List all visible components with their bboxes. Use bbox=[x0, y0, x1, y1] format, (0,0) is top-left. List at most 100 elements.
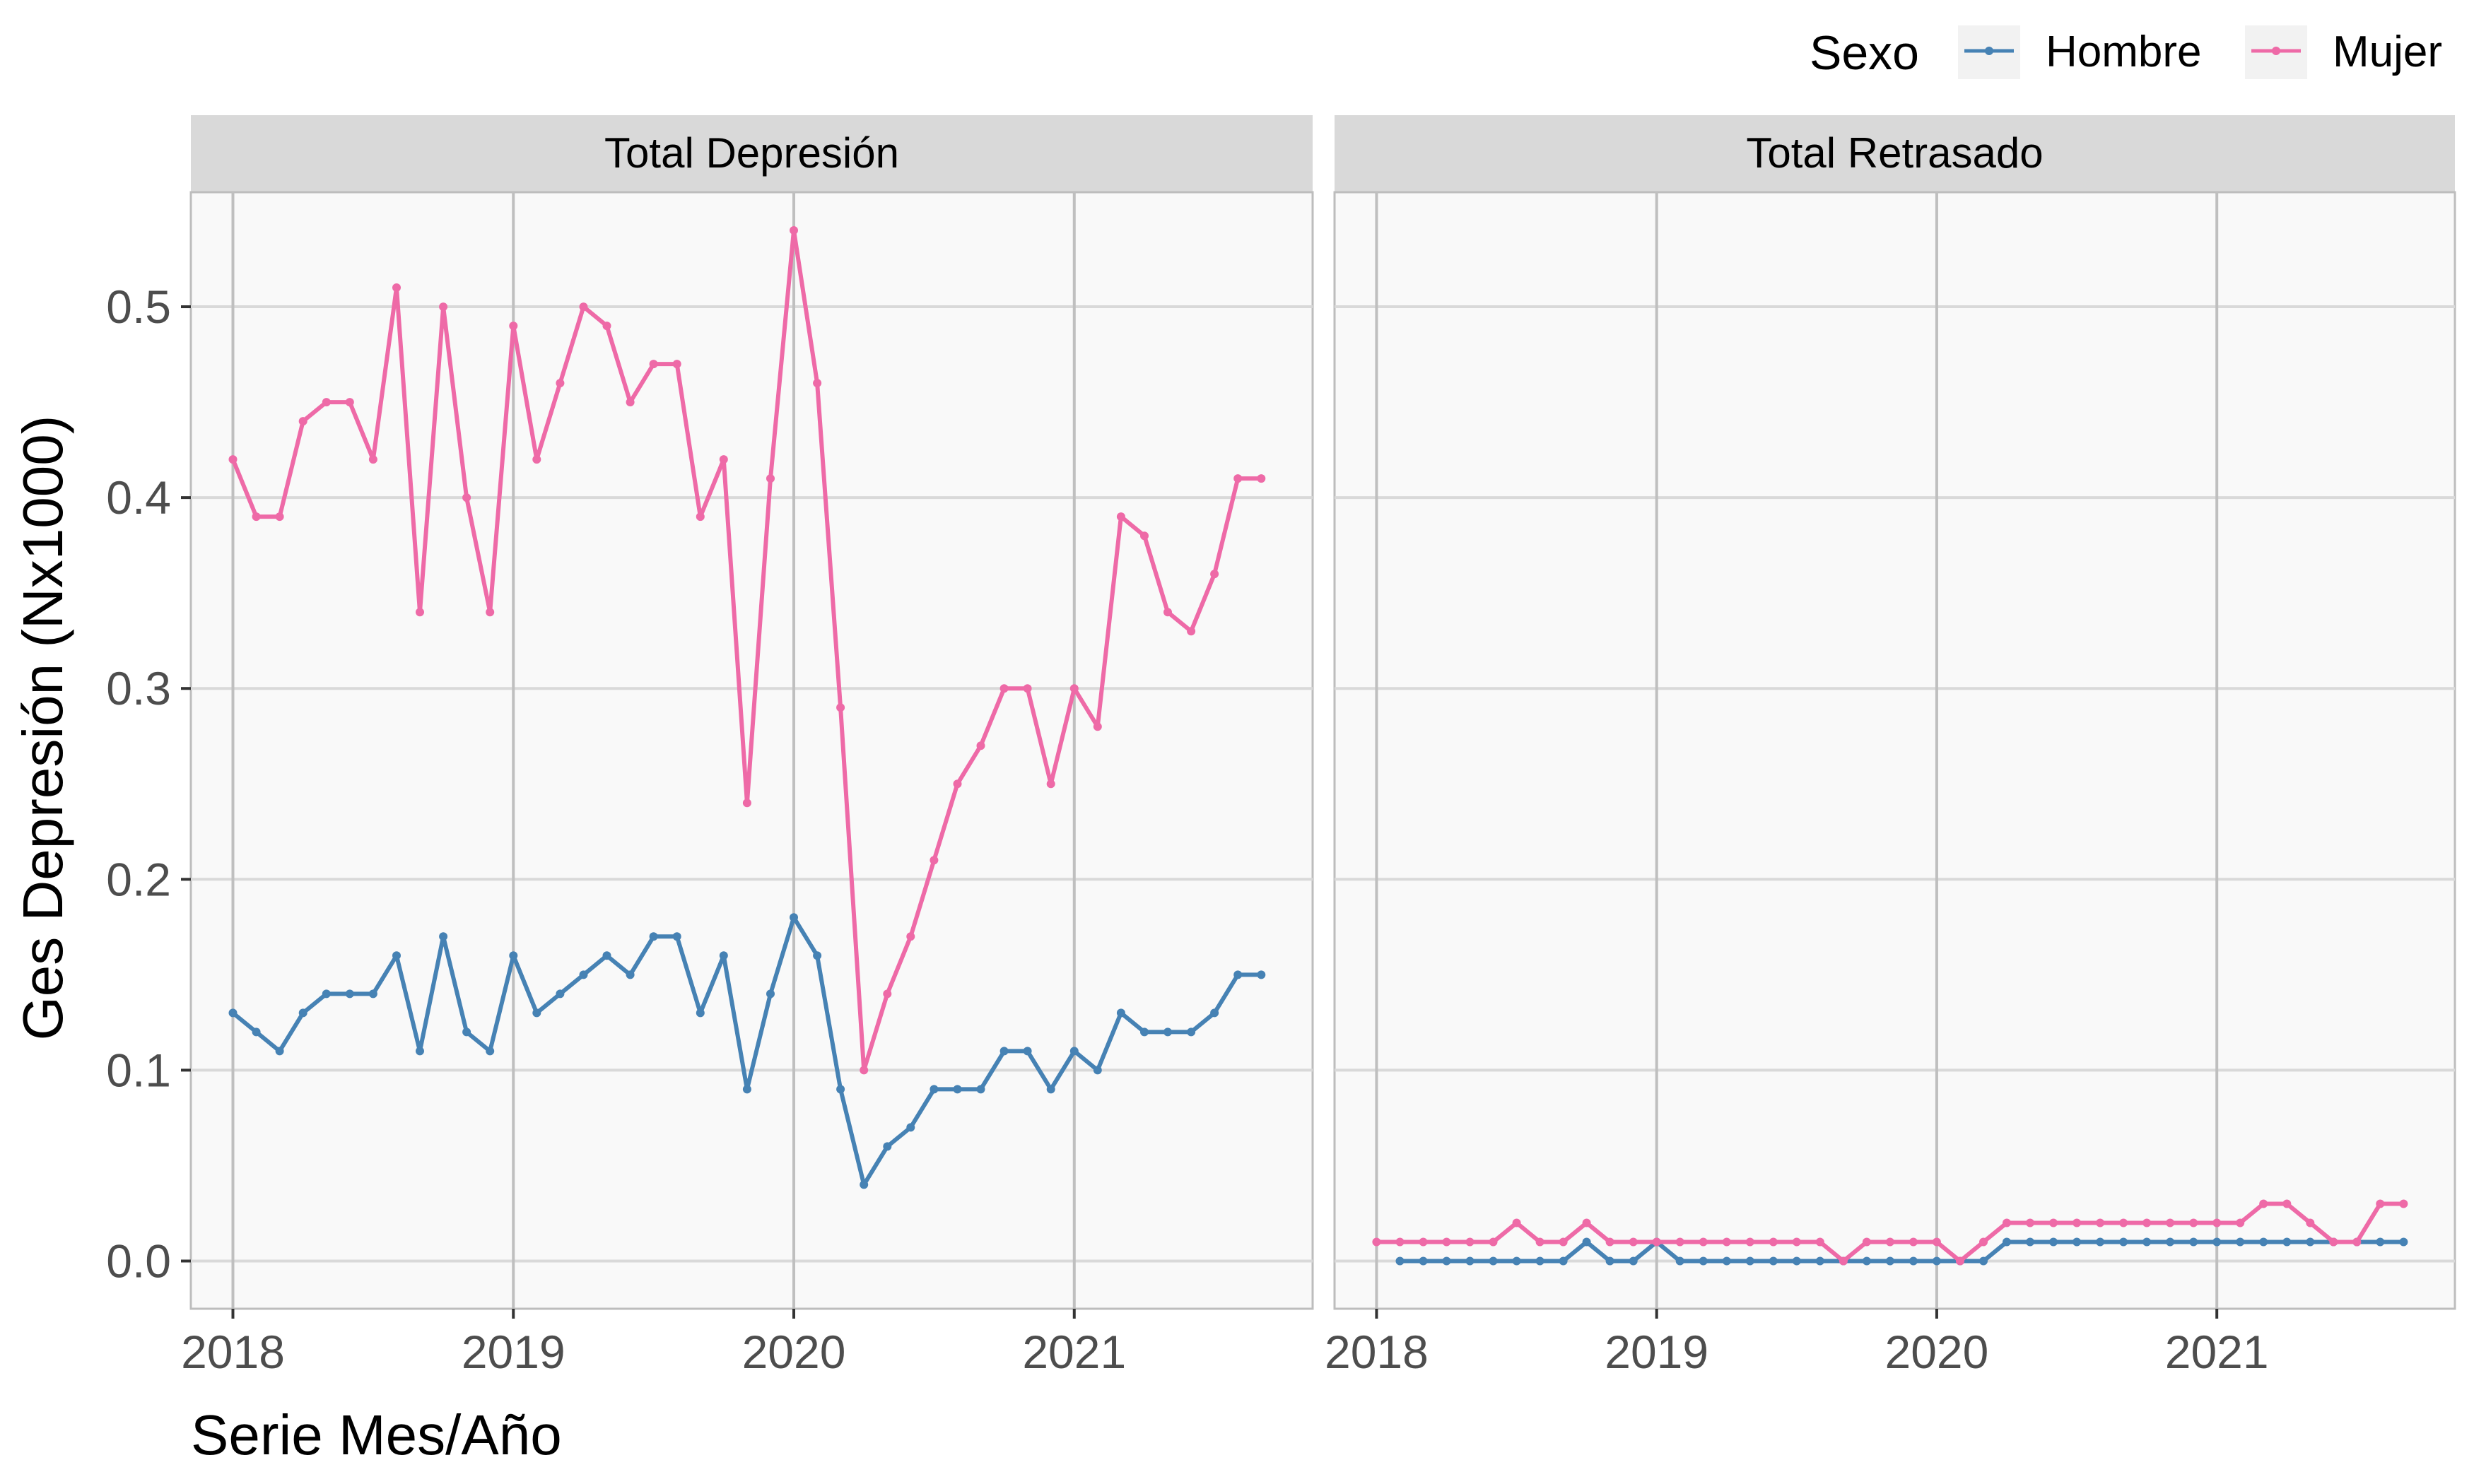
point-total-depresion-mujer-2021-09 bbox=[1257, 474, 1266, 483]
legend-label-mujer: Mujer bbox=[2333, 28, 2442, 76]
point-total-depresion-mujer-2020-04 bbox=[860, 1066, 869, 1075]
point-total-depresion-mujer-2019-08 bbox=[672, 360, 681, 369]
point-total-retrasado-hombre-2018-05 bbox=[1465, 1256, 1475, 1266]
point-total-retrasado-mujer-2021-02 bbox=[2236, 1218, 2245, 1227]
point-total-depresion-hombre-2020-08 bbox=[953, 1085, 962, 1094]
legend-point-hombre bbox=[1985, 47, 1993, 55]
point-total-depresion-hombre-2018-03 bbox=[275, 1047, 284, 1056]
y-tick-label-5: 0.5 bbox=[106, 281, 171, 333]
point-total-depresion-mujer-2020-10 bbox=[999, 684, 1009, 693]
point-total-depresion-mujer-2018-12 bbox=[486, 608, 495, 617]
point-total-depresion-hombre-2020-03 bbox=[836, 1085, 845, 1094]
point-total-depresion-mujer-2018-04 bbox=[298, 417, 307, 426]
point-total-retrasado-mujer-2019-08 bbox=[1815, 1237, 1824, 1247]
point-total-depresion-hombre-2021-01 bbox=[1069, 1047, 1079, 1056]
point-total-retrasado-hombre-2019-03 bbox=[1699, 1256, 1708, 1266]
point-total-depresion-hombre-2019-01 bbox=[509, 951, 518, 960]
point-total-depresion-mujer-2019-04 bbox=[579, 302, 588, 312]
point-total-retrasado-mujer-2021-06 bbox=[2329, 1237, 2338, 1247]
point-total-depresion-hombre-2018-06 bbox=[345, 989, 354, 999]
point-total-retrasado-mujer-2019-11 bbox=[1885, 1237, 1894, 1247]
point-total-retrasado-mujer-2018-08 bbox=[1535, 1237, 1544, 1247]
point-total-depresion-mujer-2019-05 bbox=[602, 322, 611, 331]
point-total-depresion-hombre-2021-09 bbox=[1257, 970, 1266, 979]
point-total-depresion-mujer-2018-08 bbox=[392, 283, 401, 292]
point-total-retrasado-mujer-2020-08 bbox=[2096, 1218, 2105, 1227]
point-total-retrasado-mujer-2019-12 bbox=[1909, 1237, 1918, 1247]
point-total-retrasado-mujer-2020-07 bbox=[2073, 1218, 2082, 1227]
point-total-depresion-hombre-2018-04 bbox=[298, 1008, 307, 1018]
point-total-retrasado-mujer-2020-04 bbox=[2003, 1218, 2011, 1227]
point-total-retrasado-mujer-2019-01 bbox=[1652, 1237, 1661, 1247]
point-total-depresion-hombre-2020-07 bbox=[930, 1085, 939, 1094]
strip-total-retrasado bbox=[1335, 115, 2455, 192]
point-total-depresion-hombre-2018-02 bbox=[252, 1027, 261, 1037]
point-total-depresion-mujer-2018-06 bbox=[345, 398, 354, 407]
point-total-depresion-hombre-2020-05 bbox=[883, 1142, 892, 1151]
point-total-retrasado-hombre-2019-11 bbox=[1885, 1256, 1894, 1266]
point-total-depresion-hombre-2020-06 bbox=[906, 1123, 915, 1132]
point-total-retrasado-hombre-2019-08 bbox=[1815, 1256, 1824, 1266]
point-total-depresion-hombre-2019-02 bbox=[532, 1008, 541, 1018]
point-total-depresion-hombre-2020-12 bbox=[1046, 1085, 1055, 1094]
point-total-depresion-mujer-2019-03 bbox=[556, 379, 565, 388]
point-total-depresion-mujer-2021-04 bbox=[1140, 531, 1149, 541]
point-total-depresion-hombre-2021-08 bbox=[1233, 970, 1243, 979]
point-total-retrasado-mujer-2018-01 bbox=[1372, 1237, 1381, 1247]
point-total-depresion-mujer-2020-03 bbox=[836, 703, 845, 712]
point-total-depresion-hombre-2021-03 bbox=[1116, 1008, 1125, 1018]
point-total-retrasado-hombre-2021-03 bbox=[2259, 1237, 2268, 1247]
point-total-depresion-mujer-2019-01 bbox=[509, 322, 518, 331]
point-total-retrasado-mujer-2018-05 bbox=[1465, 1237, 1475, 1247]
point-total-depresion-mujer-2019-11 bbox=[742, 799, 751, 808]
point-total-retrasado-hombre-2020-06 bbox=[2049, 1237, 2058, 1247]
point-total-retrasado-hombre-2020-03 bbox=[1979, 1256, 1988, 1266]
point-total-depresion-mujer-2018-10 bbox=[439, 302, 448, 312]
point-total-depresion-mujer-2021-05 bbox=[1163, 608, 1172, 617]
legend-key-mujer bbox=[2245, 25, 2307, 79]
point-total-retrasado-hombre-2019-02 bbox=[1675, 1256, 1684, 1266]
point-total-retrasado-mujer-2020-11 bbox=[2166, 1218, 2175, 1227]
point-total-depresion-mujer-2018-01 bbox=[228, 455, 238, 464]
point-total-retrasado-hombre-2018-06 bbox=[1489, 1256, 1498, 1266]
point-total-retrasado-hombre-2019-04 bbox=[1722, 1256, 1731, 1266]
point-total-depresion-mujer-2019-10 bbox=[719, 455, 728, 464]
point-total-depresion-mujer-2020-02 bbox=[813, 379, 822, 388]
point-total-retrasado-hombre-2021-08 bbox=[2376, 1237, 2385, 1247]
point-total-depresion-hombre-2020-01 bbox=[790, 913, 798, 922]
point-total-retrasado-mujer-2018-03 bbox=[1419, 1237, 1428, 1247]
point-total-depresion-hombre-2019-08 bbox=[672, 932, 681, 941]
point-total-retrasado-hombre-2020-09 bbox=[2119, 1237, 2128, 1247]
panel-total-retrasado: Total Retrasado 2018 2019 2020 2021 bbox=[1325, 115, 2456, 1378]
point-total-depresion-hombre-2019-04 bbox=[579, 970, 588, 979]
strip-total-depresion bbox=[191, 115, 1313, 192]
point-total-depresion-mujer-2019-09 bbox=[696, 512, 705, 522]
point-total-retrasado-hombre-2020-05 bbox=[2026, 1237, 2034, 1247]
point-total-depresion-hombre-2020-11 bbox=[1023, 1047, 1032, 1056]
point-total-depresion-hombre-2018-01 bbox=[228, 1008, 238, 1018]
point-total-retrasado-mujer-2021-04 bbox=[2282, 1199, 2292, 1208]
point-total-retrasado-mujer-2020-01 bbox=[1932, 1237, 1941, 1247]
strip-label-total-depresion: Total Depresión bbox=[604, 129, 899, 177]
point-total-depresion-mujer-2019-12 bbox=[766, 474, 775, 483]
point-total-depresion-mujer-2019-06 bbox=[626, 398, 635, 407]
x-tick-label-total-depresion-3: 2021 bbox=[1022, 1326, 1126, 1378]
point-total-retrasado-hombre-2018-04 bbox=[1442, 1256, 1451, 1266]
plot-background-total-retrasado bbox=[1333, 191, 2456, 1310]
x-tick-label-total-retrasado-2: 2020 bbox=[1885, 1326, 1989, 1378]
point-total-depresion-hombre-2019-07 bbox=[649, 932, 658, 941]
point-total-retrasado-mujer-2018-06 bbox=[1489, 1237, 1498, 1247]
point-total-depresion-hombre-2020-02 bbox=[813, 951, 822, 960]
legend-key-hombre bbox=[1958, 25, 2020, 79]
x-tick-label-total-retrasado-1: 2019 bbox=[1605, 1326, 1708, 1378]
point-total-retrasado-mujer-2019-03 bbox=[1699, 1237, 1708, 1247]
point-total-retrasado-hombre-2020-07 bbox=[2073, 1237, 2082, 1247]
point-total-depresion-hombre-2018-11 bbox=[462, 1027, 471, 1037]
point-total-depresion-mujer-2020-07 bbox=[930, 856, 939, 865]
point-total-depresion-mujer-2018-05 bbox=[322, 398, 331, 407]
y-tick-label-0: 0.0 bbox=[106, 1235, 171, 1287]
y-tick-label-1: 0.1 bbox=[106, 1044, 171, 1096]
point-total-depresion-mujer-2020-06 bbox=[906, 932, 915, 941]
point-total-retrasado-hombre-2019-05 bbox=[1745, 1256, 1754, 1266]
